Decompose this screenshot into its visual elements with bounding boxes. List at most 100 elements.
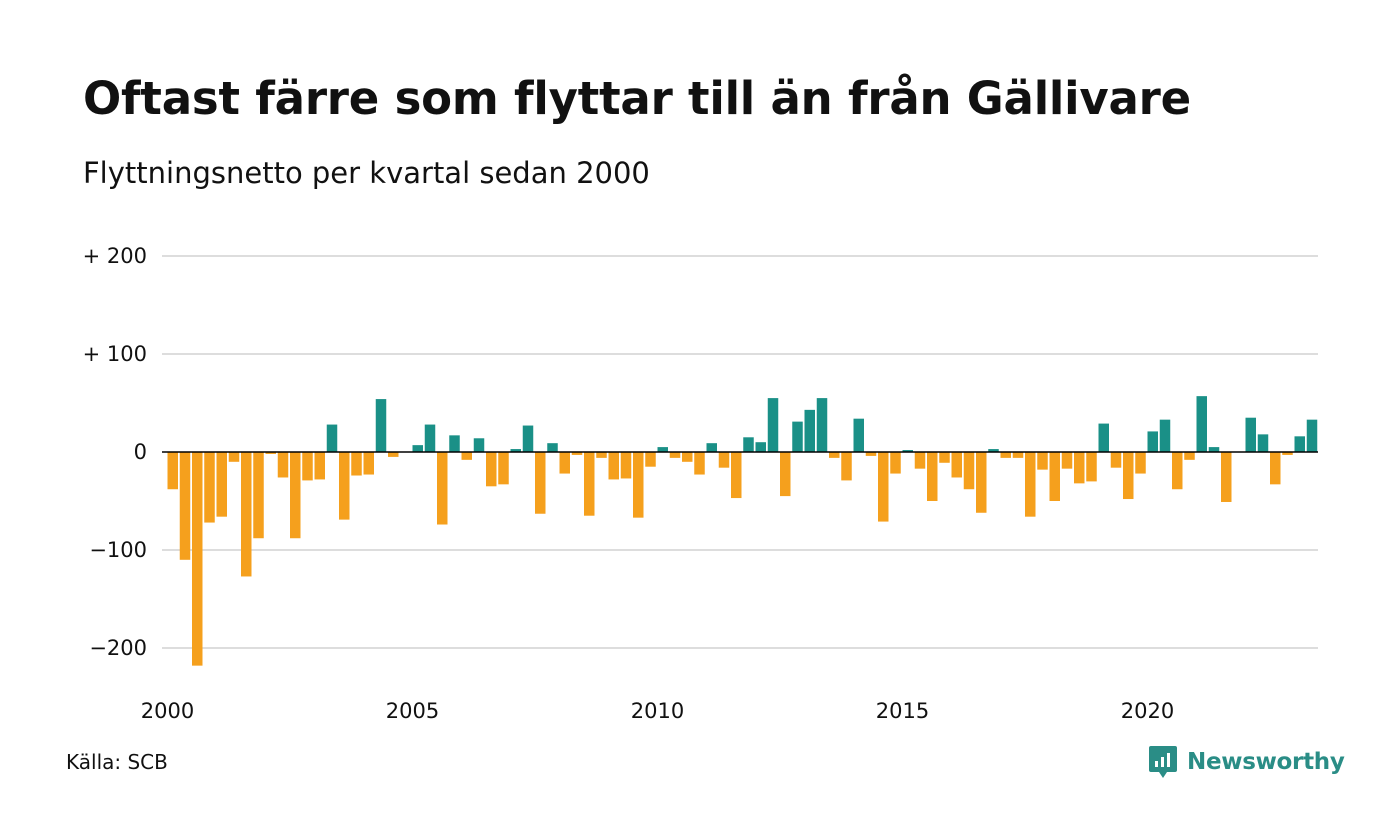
bar xyxy=(988,449,999,452)
bar xyxy=(780,452,791,497)
bar xyxy=(1196,396,1207,452)
bar xyxy=(694,452,705,475)
bar xyxy=(890,452,901,474)
bar xyxy=(645,452,656,467)
bar xyxy=(192,452,203,666)
bar-chart: + 200 + 100 0 −100 −200 2000 2005 2010 2015 2020 xyxy=(83,244,1318,723)
bar xyxy=(1049,452,1060,501)
bar xyxy=(657,447,668,452)
chart-title: Oftast färre som flyttar till än från Gä… xyxy=(83,72,1191,125)
bar xyxy=(388,452,399,457)
bar xyxy=(1135,452,1146,474)
bar xyxy=(1294,436,1305,452)
bar xyxy=(241,452,252,577)
bar xyxy=(841,452,852,481)
bar xyxy=(290,452,301,539)
x-tick-label: 2010 xyxy=(631,699,684,723)
y-tick-label: −200 xyxy=(89,636,147,660)
brand-name: Newsworthy xyxy=(1187,749,1345,775)
bar xyxy=(1123,452,1134,500)
bar xyxy=(1245,417,1256,452)
bar xyxy=(927,452,938,501)
bar xyxy=(633,452,644,518)
bar xyxy=(167,452,178,490)
bar xyxy=(498,452,509,485)
bar xyxy=(620,452,632,479)
x-axis-ticks: 2000 2005 2010 2015 2020 xyxy=(141,699,1174,723)
bars xyxy=(167,396,1318,666)
bar xyxy=(571,452,583,455)
bar xyxy=(522,425,534,452)
bar xyxy=(804,409,815,452)
bar xyxy=(1184,452,1195,460)
brand-logo: Newsworthy xyxy=(1148,744,1345,780)
bar xyxy=(179,452,191,560)
bar xyxy=(865,452,877,456)
bar xyxy=(1147,431,1158,452)
bar xyxy=(510,449,521,452)
bar xyxy=(547,443,558,452)
bar xyxy=(755,442,766,452)
bar xyxy=(363,452,374,475)
bar xyxy=(829,452,840,458)
bar xyxy=(608,452,619,480)
bar xyxy=(1257,434,1269,452)
bar xyxy=(461,452,472,460)
bar xyxy=(902,450,913,452)
bar xyxy=(535,452,546,514)
bar xyxy=(559,452,570,474)
bar xyxy=(792,421,803,452)
bar xyxy=(706,443,717,452)
chart-subtitle: Flyttningsnetto per kvartal sedan 2000 xyxy=(83,156,650,190)
bar xyxy=(253,452,264,539)
bar xyxy=(486,452,497,487)
bar xyxy=(339,452,350,520)
y-tick-label: −100 xyxy=(89,538,147,562)
bar xyxy=(412,445,423,452)
bar xyxy=(1037,452,1048,470)
bar xyxy=(351,452,362,476)
bar xyxy=(976,452,987,513)
bar xyxy=(265,452,276,454)
bar xyxy=(1208,447,1220,452)
y-tick-label: 0 xyxy=(134,440,147,464)
newsworthy-icon xyxy=(1149,746,1177,778)
grid-lines xyxy=(162,255,1318,649)
bar xyxy=(963,452,975,490)
bar xyxy=(914,452,926,469)
y-tick-label: + 100 xyxy=(83,342,147,366)
bar xyxy=(767,398,779,452)
bar xyxy=(228,452,240,462)
bar xyxy=(682,452,693,462)
source-note: Källa: SCB xyxy=(66,750,168,774)
bar xyxy=(1110,452,1122,468)
bar xyxy=(1306,419,1318,452)
x-tick-label: 2020 xyxy=(1121,699,1174,723)
bar xyxy=(216,452,227,517)
bar xyxy=(1061,452,1073,469)
bar xyxy=(314,452,325,480)
bar xyxy=(1270,452,1281,485)
bar xyxy=(718,452,730,468)
bar xyxy=(437,452,448,525)
bar xyxy=(669,452,681,458)
bar xyxy=(375,399,387,452)
bar xyxy=(853,418,864,452)
bar xyxy=(584,452,595,516)
y-axis-ticks: + 200 + 100 0 −100 −200 xyxy=(83,244,147,660)
bar xyxy=(1012,452,1024,458)
bar xyxy=(1074,452,1085,484)
bar xyxy=(743,437,754,452)
x-tick-label: 2015 xyxy=(876,699,929,723)
bar xyxy=(816,398,828,452)
bar xyxy=(1172,452,1183,490)
x-tick-label: 2005 xyxy=(386,699,439,723)
y-tick-label: + 200 xyxy=(83,244,147,268)
bar xyxy=(326,424,338,452)
bar xyxy=(1025,452,1036,517)
bar xyxy=(1282,452,1293,455)
bar xyxy=(596,452,607,458)
bar xyxy=(1098,423,1109,452)
bar xyxy=(204,452,215,523)
bar xyxy=(731,452,742,499)
